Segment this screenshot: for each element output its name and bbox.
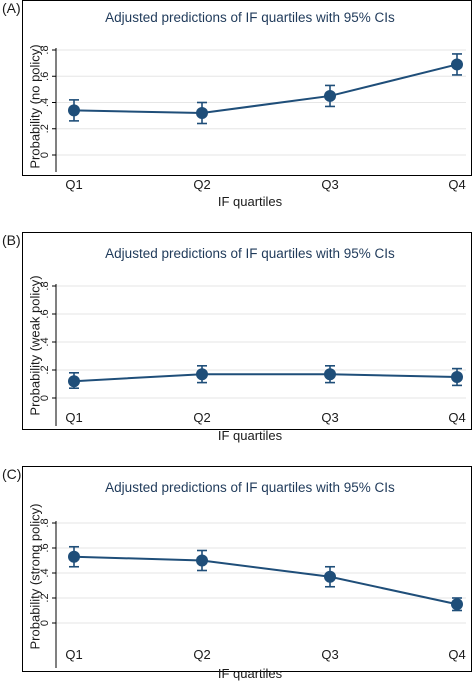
panel-label: (A): [2, 0, 21, 16]
chart-frame: [22, 232, 472, 430]
chart-frame: [22, 466, 472, 672]
x-tick-label: Q4: [448, 410, 465, 425]
data-point: [196, 107, 208, 119]
x-tick-label: Q4: [448, 177, 465, 192]
x-tick-label: Q2: [193, 410, 210, 425]
x-tick-label: Q2: [193, 647, 210, 662]
x-tick-label: Q1: [65, 177, 82, 192]
data-point: [324, 368, 336, 381]
data-point: [324, 89, 336, 102]
y-tick-label: .2: [39, 124, 51, 133]
panel-label: (C): [2, 466, 22, 482]
data-point: [196, 554, 208, 567]
x-tick-label: Q4: [448, 647, 465, 662]
x-tick-label: Q1: [65, 647, 82, 662]
y-tick-label: .6: [39, 543, 51, 552]
y-tick-label: .2: [39, 593, 51, 602]
data-point: [196, 368, 208, 381]
y-tick-label: .4: [39, 337, 51, 346]
chart-title: Adjusted predictions of IF quartiles wit…: [105, 10, 395, 25]
panel-a: (A) Probability (no policy) Adjusted pre…: [0, 0, 474, 232]
y-tick-label: .6: [39, 72, 51, 81]
data-point: [451, 598, 463, 611]
x-tick-label: Q3: [321, 177, 338, 192]
x-axis-title: IF quartiles: [218, 666, 283, 681]
data-point: [451, 58, 463, 71]
panel-b: (B) Probability (weak policy) Adjusted p…: [0, 232, 474, 464]
chart-title: Adjusted predictions of IF quartiles wit…: [105, 246, 395, 261]
x-axis-title: IF quartiles: [218, 428, 283, 443]
data-point: [68, 104, 80, 117]
y-tick-label: 0: [39, 152, 51, 158]
chart-a: Adjusted predictions of IF quartiles wit…: [39, 10, 466, 209]
series-line: [73, 373, 458, 383]
data-point: [68, 375, 80, 388]
data-point: [68, 550, 80, 563]
panel-label: (B): [2, 232, 21, 248]
y-tick-label: .2: [39, 365, 51, 374]
y-tick-label: .8: [39, 518, 51, 527]
chart-b: Adjusted predictions of IF quartiles wit…: [39, 246, 466, 443]
x-tick-label: Q3: [321, 410, 338, 425]
y-tick-label: 0: [39, 620, 51, 626]
y-tick-label: .4: [39, 98, 51, 107]
y-tick-label: 0: [39, 395, 51, 401]
series-line: [73, 555, 458, 606]
data-point: [451, 371, 463, 383]
x-axis-title: IF quartiles: [218, 194, 283, 209]
y-tick-label: .8: [39, 45, 51, 54]
chart-title: Adjusted predictions of IF quartiles wit…: [105, 480, 395, 495]
x-tick-label: Q3: [321, 647, 338, 662]
x-tick-label: Q1: [65, 410, 82, 425]
y-tick-label: .4: [39, 568, 51, 577]
x-tick-label: Q2: [193, 177, 210, 192]
series-line: [73, 63, 458, 115]
chart-frame: [22, 0, 472, 176]
y-tick-label: .6: [39, 309, 51, 318]
panel-c: (C) Probability (strong policy) Adjusted…: [0, 466, 474, 698]
chart-c: Adjusted predictions of IF quartiles wit…: [39, 480, 466, 681]
data-point: [324, 570, 336, 583]
y-tick-label: .8: [39, 281, 51, 290]
